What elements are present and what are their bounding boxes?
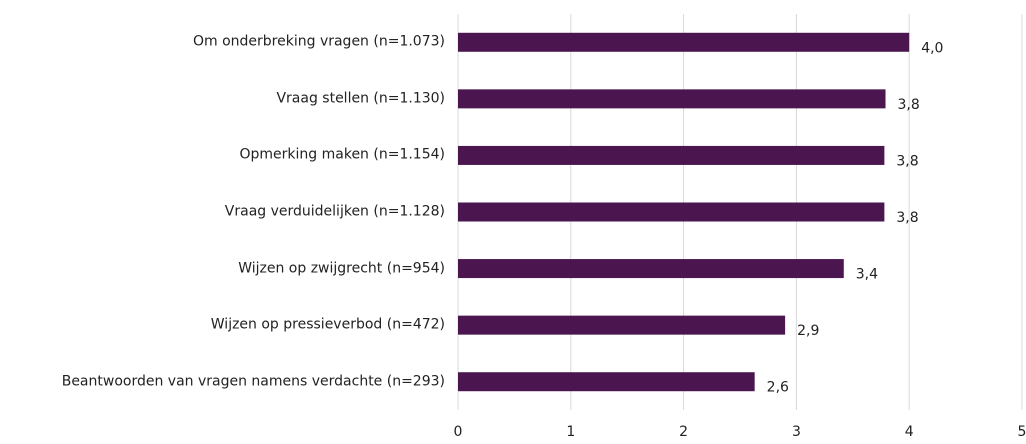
value-label: 3,8	[898, 97, 920, 113]
bar	[458, 89, 886, 109]
value-label: 3,4	[856, 267, 878, 283]
category-label: Wijzen op pressieverbod (n=472)	[210, 316, 445, 333]
x-tick-label: 3	[792, 424, 801, 440]
value-label: 2,9	[797, 323, 819, 339]
value-label: 3,8	[896, 153, 918, 169]
x-tick-label: 4	[905, 424, 914, 440]
category-label: Opmerking maken (n=1.154)	[239, 146, 446, 163]
x-tick-label: 2	[679, 424, 688, 440]
x-tick-label: 1	[566, 424, 575, 440]
bar	[458, 145, 885, 165]
bar	[458, 315, 786, 335]
value-label: 4,0	[921, 40, 943, 56]
category-label: Vraag stellen (n=1.130)	[276, 90, 445, 107]
bar	[458, 259, 844, 279]
bar	[458, 372, 755, 392]
value-label: 2,6	[767, 380, 789, 396]
category-label: Om onderbreking vragen (n=1.073)	[192, 33, 445, 50]
x-tick-label: 5	[1018, 424, 1026, 440]
category-label: Vraag verduidelijken (n=1.128)	[224, 203, 445, 220]
value-label: 3,8	[896, 210, 918, 226]
category-label: Beantwoorden van vragen namens verdachte…	[61, 373, 445, 390]
bar	[458, 32, 910, 52]
category-label: Wijzen op zwijgrecht (n=954)	[238, 260, 445, 277]
x-tick-label: 0	[454, 424, 463, 440]
bar	[458, 202, 885, 222]
